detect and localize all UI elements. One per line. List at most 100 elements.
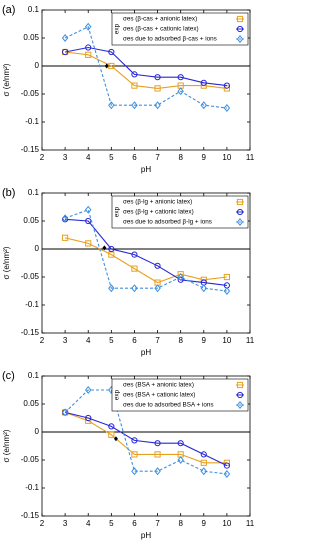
series-line xyxy=(65,46,227,87)
x-tick-label: 7 xyxy=(155,519,160,528)
y-tick-label: 0.1 xyxy=(28,188,40,197)
legend-title: exp xyxy=(114,389,121,400)
x-tick-label: 11 xyxy=(246,519,255,528)
y-axis-label: σ (e/nm²) xyxy=(2,246,11,279)
legend-box xyxy=(111,378,249,412)
marker-square xyxy=(85,51,92,58)
marker-circle xyxy=(236,25,244,33)
legend-label: σes due to adsorbed β-cas + ions xyxy=(123,36,217,43)
marker-square xyxy=(236,381,244,389)
y-tick-label: -0.1 xyxy=(25,300,39,309)
x-tick-label: 3 xyxy=(63,519,68,528)
marker-circle xyxy=(200,451,207,458)
panel-label: (c) xyxy=(2,370,15,382)
x-tick-label: 8 xyxy=(178,153,183,162)
marker-diamond xyxy=(177,87,184,96)
x-tick-label: 2 xyxy=(40,336,45,345)
plot-frame xyxy=(41,9,251,151)
marker-square xyxy=(236,198,244,206)
marker-diamond xyxy=(236,401,244,409)
x-tick-label: 9 xyxy=(202,519,207,528)
marker-diamond xyxy=(108,101,115,110)
marker-circle xyxy=(85,44,92,51)
y-axis-label: σ (e/nm²) xyxy=(2,63,11,96)
marker-circle xyxy=(85,217,92,225)
y-tick-label: 0.05 xyxy=(23,33,39,42)
y-tick-label: -0.05 xyxy=(21,89,40,98)
x-tick-label: 3 xyxy=(63,336,68,345)
series-line xyxy=(65,51,227,89)
x-tick-label: 2 xyxy=(40,153,45,162)
marker-square xyxy=(131,265,138,272)
x-tick-label: 6 xyxy=(132,519,137,528)
marker-diamond xyxy=(200,284,208,293)
marker-circle xyxy=(62,48,69,56)
marker-diamond xyxy=(154,284,161,293)
legend-box xyxy=(111,12,249,46)
marker-square xyxy=(108,62,115,70)
marker-diamond xyxy=(61,214,69,223)
legend-label: σes (β-cas + cationic latex) xyxy=(123,26,199,33)
marker-diamond xyxy=(108,284,115,293)
x-tick-label: 6 xyxy=(132,153,137,162)
legend-label: σes due to adsorbed BSA + ions xyxy=(123,402,214,409)
marker-diamond xyxy=(200,101,208,110)
marker-square xyxy=(85,240,92,247)
y-tick-label: 0.1 xyxy=(28,5,40,14)
marker-square xyxy=(223,85,230,92)
legend-label: σes due to adsorbed β-lg + ions xyxy=(123,219,212,226)
legend-label: σes (BSA + cationic latex) xyxy=(123,392,195,399)
legend-label: σes (β-cas + anionic latex) xyxy=(123,16,197,23)
series-line xyxy=(64,209,227,292)
marker-diamond xyxy=(131,101,138,110)
x-tick-label: 5 xyxy=(109,519,114,528)
marker-circle xyxy=(200,79,207,86)
marker-circle xyxy=(108,48,115,56)
marker-diamond xyxy=(236,218,244,226)
marker-square xyxy=(62,234,69,241)
x-tick-label: 8 xyxy=(178,519,183,528)
marker-diamond xyxy=(154,101,161,110)
x-tick-label: 5 xyxy=(109,336,114,345)
series-line xyxy=(64,389,227,475)
marker-diamond xyxy=(177,456,184,464)
marker-square xyxy=(131,451,138,458)
marker-diamond xyxy=(61,34,69,42)
marker-diamond xyxy=(84,22,92,31)
x-tick-label: 4 xyxy=(86,519,91,528)
marker-diamond xyxy=(223,470,231,478)
marker-square xyxy=(154,85,161,92)
x-tick-label: 7 xyxy=(155,153,160,162)
y-tick-label: 0 xyxy=(35,244,40,253)
legend-title: exp xyxy=(114,23,121,34)
marker-circle xyxy=(108,423,115,430)
marker-circle xyxy=(236,391,244,399)
marker-diamond xyxy=(223,287,231,295)
plot-frame xyxy=(41,192,251,334)
marker-diamond xyxy=(177,273,184,281)
marker-diamond xyxy=(236,35,244,43)
y-tick-label: 0.05 xyxy=(23,216,39,225)
crossing-point xyxy=(102,245,107,251)
marker-circle xyxy=(108,245,115,253)
crossing-point xyxy=(104,63,109,69)
x-axis-label: pH xyxy=(141,348,151,357)
y-tick-label: -0.05 xyxy=(21,455,40,464)
y-tick-label: -0.1 xyxy=(25,483,39,492)
y-tick-label: 0 xyxy=(35,61,40,70)
x-tick-label: 8 xyxy=(178,336,183,345)
panel-label: (a) xyxy=(2,4,15,16)
marker-circle xyxy=(85,414,92,422)
x-tick-label: 11 xyxy=(246,153,255,162)
marker-circle xyxy=(177,276,184,283)
series-line xyxy=(64,26,227,109)
x-tick-label: 5 xyxy=(109,153,114,162)
panel-label: (b) xyxy=(2,187,15,199)
crossing-point xyxy=(113,436,118,442)
marker-circle xyxy=(223,462,230,469)
marker-diamond xyxy=(84,386,92,394)
y-tick-label: -0.1 xyxy=(25,117,39,126)
y-tick-label: -0.15 xyxy=(21,328,40,337)
plot-frame xyxy=(41,375,251,517)
